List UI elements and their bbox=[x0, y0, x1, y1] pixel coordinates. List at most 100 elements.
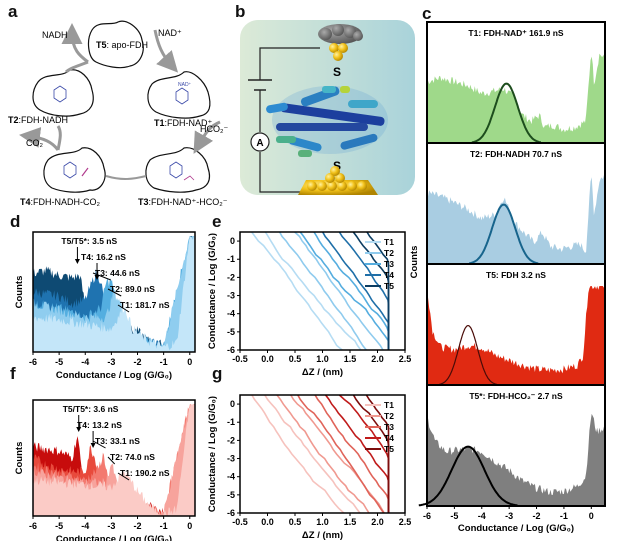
trace-line-t1 bbox=[264, 394, 361, 514]
stm-tip-icon bbox=[318, 24, 363, 61]
histogram-subplot: T1: FDH-NAD⁺ 161.9 nS bbox=[426, 21, 606, 144]
gold-substrate-icon bbox=[298, 166, 378, 195]
annotation: T5/T5*: 3.6 nS bbox=[63, 404, 119, 432]
subplot-title: T2: FDH-NADH 70.7 nS bbox=[470, 149, 562, 159]
arrow-head bbox=[94, 275, 100, 280]
legend-label: T5 bbox=[384, 281, 394, 291]
trace-line-t2 bbox=[294, 231, 384, 351]
trace-line-t1 bbox=[251, 394, 345, 514]
t4-id: T4 bbox=[20, 197, 31, 207]
annotation-label: T1: 181.7 nS bbox=[120, 300, 170, 310]
x-axis-label: Conductance / Log (G/G₀) bbox=[458, 523, 574, 534]
legend-label: T5 bbox=[384, 444, 394, 454]
t4-ring-icon bbox=[63, 161, 77, 179]
trace-line-t5 bbox=[366, 231, 390, 350]
x-tick-label: -6 bbox=[29, 357, 37, 367]
fdh-protein-icon bbox=[266, 86, 388, 157]
subplot-title: T1: FDH-NAD⁺ 161.9 nS bbox=[468, 28, 563, 38]
trace-line-t5 bbox=[365, 394, 390, 513]
panel-a-cycle-diagram: T5: apo-FDH NAD⁺ T1:FDH-NAD⁺ T3:FDH-NAD⁺… bbox=[8, 20, 228, 207]
annotation: T5/T5*: 3.5 nS bbox=[61, 236, 117, 264]
annotation-arrow bbox=[117, 304, 130, 313]
subplot-title: T5: FDH 3.2 nS bbox=[486, 270, 546, 280]
legend-label: T1 bbox=[384, 400, 394, 410]
histogram-area-t1 bbox=[33, 404, 195, 516]
histogram-area bbox=[427, 173, 605, 264]
x-axis-label: ΔZ / (nm) bbox=[302, 367, 343, 378]
annotation-arrow bbox=[92, 440, 106, 449]
panel-letter-c: c bbox=[422, 4, 432, 23]
sulfur-top-label: S bbox=[333, 65, 341, 79]
annotation: T1: 181.7 nS bbox=[117, 300, 170, 313]
t1-name: FDH-NAD⁺ bbox=[167, 118, 212, 128]
x-tick-label: -3 bbox=[107, 521, 115, 531]
arrow-t4-t2 bbox=[56, 125, 62, 151]
trace-line-t3 bbox=[299, 231, 390, 350]
panel-letter-b: b bbox=[235, 2, 246, 21]
y-tick-label: -4 bbox=[227, 309, 235, 319]
histogram-subplot: T5*: FDH-HCO₂⁻ 2.7 nS bbox=[418, 384, 606, 507]
x-tick-label: 0 bbox=[589, 511, 594, 521]
t1-nad-label: NAD⁺ bbox=[178, 82, 192, 88]
x-tick-label: -6 bbox=[423, 511, 431, 521]
t2-ring-icon bbox=[53, 85, 67, 103]
t3-formate-icon bbox=[183, 175, 195, 181]
nad-in-label: NAD⁺ bbox=[158, 28, 182, 38]
arrow-nadh-branch bbox=[64, 60, 89, 74]
t3-id: T3 bbox=[138, 197, 149, 207]
y-axis-label: Conductance / Log (G/G₀) bbox=[207, 396, 218, 512]
panel-d-histogram-overlay: T5/T5*: 3.5 nS T4: 16.2 nS T3: 44.6 nS T2: … bbox=[14, 231, 196, 381]
y-tick-label: 0 bbox=[230, 399, 235, 409]
x-axis-label: ΔZ / (nm) bbox=[302, 530, 343, 541]
illustration-background bbox=[240, 20, 415, 195]
annotation-arrow bbox=[107, 456, 116, 465]
x-tick-label: 1.5 bbox=[344, 354, 357, 364]
annotation-label: T3: 44.6 nS bbox=[95, 268, 140, 278]
trace-line-t2 bbox=[278, 231, 367, 351]
arrow-t3-t4 bbox=[105, 175, 147, 180]
annotation-arrow bbox=[117, 472, 130, 481]
y-axis-label: Conductance / Log (G/G₀) bbox=[207, 233, 218, 349]
histogram-area-t2 bbox=[33, 404, 195, 516]
arrow-head bbox=[74, 259, 80, 264]
x-tick-label: -1 bbox=[160, 521, 168, 531]
x-tick-label: -5 bbox=[450, 511, 458, 521]
x-tick-label: -2 bbox=[134, 357, 142, 367]
arrow-co2-out bbox=[19, 127, 60, 151]
y-tick-label: -6 bbox=[227, 345, 235, 355]
svg-text:T5: apo-FDH: T5: apo-FDH bbox=[96, 40, 148, 50]
t3-ring-icon bbox=[169, 161, 183, 179]
y-tick-label: -4 bbox=[227, 472, 235, 482]
hco2-in-label: HCO₂⁻ bbox=[200, 124, 228, 134]
annotation: T3: 33.1 nS bbox=[92, 436, 140, 449]
x-tick-label: 2.5 bbox=[399, 517, 412, 527]
x-tick-label: -2 bbox=[134, 521, 142, 531]
legend-label: T1 bbox=[384, 237, 394, 247]
x-tick-label: 1.0 bbox=[316, 517, 329, 527]
x-tick-label: -1 bbox=[560, 511, 568, 521]
trace-line-t1 bbox=[251, 231, 343, 351]
legend-label: T2 bbox=[384, 248, 394, 258]
y-tick-label: -2 bbox=[227, 272, 235, 282]
x-tick-label: 0.5 bbox=[289, 354, 302, 364]
annotation-label: T1: 190.2 nS bbox=[120, 468, 170, 478]
t1-ring-icon bbox=[175, 87, 189, 105]
annotation-label: T5/T5*: 3.5 nS bbox=[61, 236, 117, 246]
gaussian-fit-line bbox=[469, 203, 539, 265]
x-tick-label: 2.5 bbox=[399, 354, 412, 364]
t2-name: FDH-NADH bbox=[21, 115, 68, 125]
gaussian-fit-line bbox=[418, 445, 518, 507]
trace-line-t4 bbox=[338, 394, 390, 513]
annotation: T3: 44.6 nS bbox=[92, 268, 140, 281]
arrow-nadh-out bbox=[61, 23, 89, 64]
x-tick-label: 1.5 bbox=[344, 517, 357, 527]
panel-c-histograms: T1: FDH-NAD⁺ 161.9 nS T2: FDH-NADH 70.7 n… bbox=[409, 21, 606, 534]
ammeter-label: A bbox=[256, 138, 263, 149]
t4-co2-icon bbox=[81, 167, 89, 177]
gaussian-fit-line bbox=[471, 82, 542, 144]
svg-text:T4:FDH-NADH-CO₂: T4:FDH-NADH-CO₂ bbox=[20, 197, 101, 207]
x-tick-label: -0.5 bbox=[232, 354, 248, 364]
t5-id: T5 bbox=[96, 40, 107, 50]
panel-f-histogram-overlay: T5/T5*: 3.6 nS T4: 13.2 nS T3: 33.1 nS T2: … bbox=[14, 399, 196, 541]
